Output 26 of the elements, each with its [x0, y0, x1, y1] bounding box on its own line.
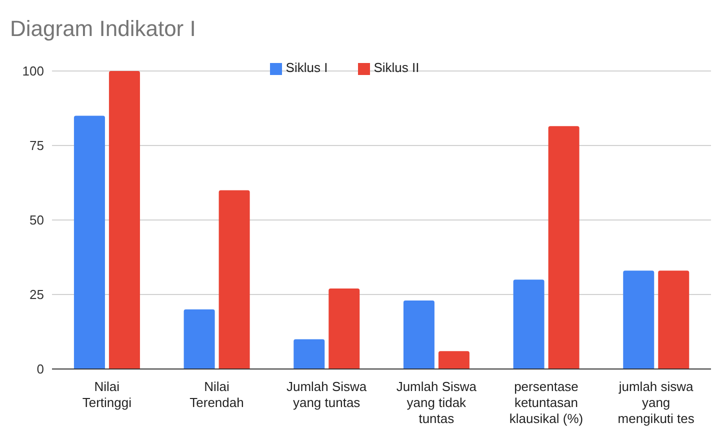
x-tick-label: persentase ketuntasan klausikal (%) [509, 379, 584, 426]
x-tick-label: Nilai Tertinggi [82, 379, 132, 410]
legend-label: Siklus I [286, 60, 328, 75]
bar [438, 351, 470, 369]
bar [548, 126, 580, 369]
legend-label: Siklus II [374, 60, 420, 75]
bar [658, 270, 690, 369]
y-tick-label: 50 [30, 212, 44, 228]
bar [403, 300, 434, 369]
bar [108, 71, 140, 369]
x-tick-label: jumlah siswa yang mengikuti tes [618, 379, 695, 426]
bar [513, 280, 544, 369]
y-tick-label: 0 [36, 362, 44, 377]
x-tick-label: Jumlah Siswa yang tuntas [286, 379, 368, 410]
bar [623, 270, 654, 369]
bar [218, 190, 250, 369]
bar [74, 116, 105, 369]
x-tick-label: Nilai Terendah [190, 379, 244, 410]
x-tick-label: Jumlah Siswa yang tidak tuntas [396, 379, 478, 426]
chart-title: Diagram Indikator I [10, 16, 196, 42]
bar [328, 288, 360, 369]
y-tick-label: 75 [30, 138, 44, 154]
y-tick-label: 100 [22, 64, 44, 79]
y-tick-label: 25 [30, 287, 44, 302]
bar [184, 309, 215, 369]
bar [294, 339, 325, 369]
